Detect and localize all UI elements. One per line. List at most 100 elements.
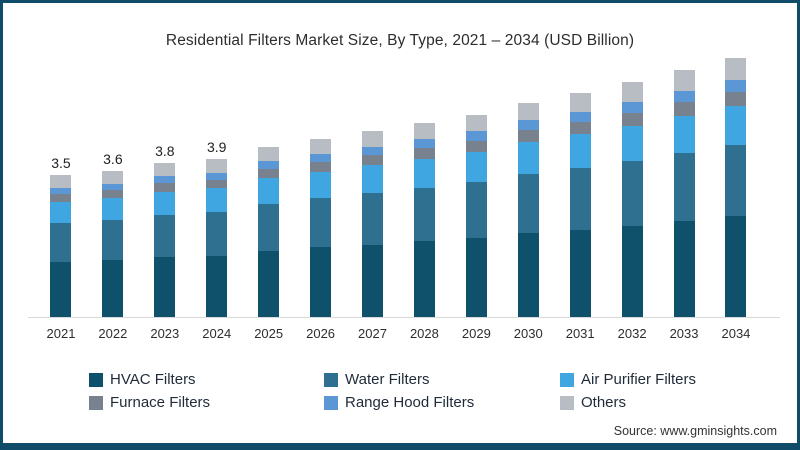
- bar-column-2023: 3.8: [139, 50, 191, 317]
- bar-segment-water-filters: [621, 160, 643, 226]
- bar-segment-water-filters: [413, 187, 435, 242]
- bar-value-label-2022: 3.6: [103, 151, 123, 168]
- legend-swatch-range-hood-filters: [324, 395, 338, 410]
- bar-segment-range-hood-filters: [621, 102, 643, 113]
- legend-item-air-purifier-filters: Air Purifier Filters: [560, 371, 696, 388]
- bar-segment-others: [258, 147, 280, 162]
- bar-segment-furnace-filters: [517, 130, 539, 142]
- bar-segment-furnace-filters: [569, 121, 591, 135]
- x-axis-label-2021: 2021: [46, 326, 76, 341]
- bar-segment-range-hood-filters: [413, 139, 435, 149]
- x-axis-label-2029: 2029: [461, 326, 491, 341]
- bar-column-2029: [450, 50, 502, 317]
- bar-segment-range-hood-filters: [361, 146, 383, 156]
- x-axis-label-2025: 2025: [254, 326, 284, 341]
- bar-2021: [50, 175, 72, 317]
- bar-segment-furnace-filters: [621, 112, 643, 126]
- legend-label: HVAC Filters: [110, 371, 196, 388]
- bar-column-2032: [606, 50, 658, 317]
- bar-segment-range-hood-filters: [102, 183, 124, 191]
- x-axis-label-2030: 2030: [513, 326, 543, 341]
- bar-segment-air-purifier-filters: [725, 105, 747, 145]
- legend-swatch-others: [560, 395, 574, 410]
- bar-segment-others: [465, 114, 487, 132]
- bar-column-2028: [398, 50, 450, 317]
- bar-segment-range-hood-filters: [517, 120, 539, 131]
- bar-column-2026: [295, 50, 347, 317]
- x-axis-label-2032: 2032: [617, 326, 647, 341]
- bar-2028: [413, 122, 435, 317]
- bar-segment-furnace-filters: [310, 162, 332, 172]
- bar-value-label-2021: 3.5: [51, 155, 71, 172]
- bar-2026: [310, 139, 332, 317]
- bar-segment-air-purifier-filters: [673, 115, 695, 153]
- bar-segment-air-purifier-filters: [517, 141, 539, 175]
- bar-segment-others: [154, 163, 176, 177]
- bar-2032: [621, 82, 643, 317]
- bar-segment-range-hood-filters: [258, 161, 280, 169]
- bar-2030: [517, 102, 539, 317]
- bar-segment-hvac-filters: [725, 215, 747, 317]
- x-axis-label-2033: 2033: [669, 326, 699, 341]
- x-axis-label-2027: 2027: [358, 326, 387, 341]
- x-axis-label-2026: 2026: [306, 326, 336, 341]
- bar-segment-air-purifier-filters: [102, 198, 124, 221]
- bar-segment-range-hood-filters: [569, 111, 591, 122]
- bar-segment-furnace-filters: [102, 190, 124, 199]
- bar-segment-hvac-filters: [517, 233, 539, 317]
- bar-segment-others: [361, 130, 383, 147]
- bar-segment-range-hood-filters: [465, 131, 487, 141]
- bar-column-2021: 3.5: [35, 50, 87, 317]
- bar-segment-furnace-filters: [725, 91, 747, 106]
- bar-column-2022: 3.6: [87, 50, 139, 317]
- bar-segment-furnace-filters: [465, 140, 487, 152]
- bar-segment-hvac-filters: [154, 257, 176, 317]
- bars-container: 3.5 3.6 3.8 3.9: [35, 50, 762, 317]
- bar-segment-others: [725, 58, 747, 80]
- bar-column-2030: [502, 50, 554, 317]
- bar-column-2027: [347, 50, 399, 317]
- legend-swatch-air-purifier-filters: [560, 372, 574, 387]
- bar-segment-air-purifier-filters: [206, 188, 228, 213]
- x-axis-label-2034: 2034: [721, 326, 751, 341]
- bar-segment-others: [206, 159, 228, 173]
- bar-value-label-2024: 3.9: [206, 139, 227, 156]
- bar-segment-range-hood-filters: [154, 176, 176, 184]
- bar-segment-hvac-filters: [361, 244, 383, 317]
- bar-segment-air-purifier-filters: [465, 151, 487, 183]
- legend-item-others: Others: [560, 394, 696, 411]
- legend-label: Water Filters: [345, 371, 430, 388]
- bar-column-2025: [243, 50, 295, 317]
- legend-item-hvac-filters: HVAC Filters: [89, 371, 324, 388]
- bar-segment-others: [673, 70, 695, 91]
- bar-segment-air-purifier-filters: [361, 165, 383, 194]
- bar-segment-range-hood-filters: [673, 90, 695, 102]
- bar-segment-others: [569, 92, 591, 112]
- bar-2034: [725, 58, 747, 317]
- bar-segment-furnace-filters: [413, 148, 435, 159]
- bar-segment-water-filters: [206, 212, 228, 256]
- bar-segment-water-filters: [361, 193, 383, 245]
- bar-segment-water-filters: [102, 220, 124, 261]
- bar-2025: [258, 147, 280, 317]
- legend-swatch-hvac-filters: [89, 372, 103, 387]
- bar-segment-hvac-filters: [206, 255, 228, 317]
- bar-segment-furnace-filters: [50, 194, 72, 202]
- bar-2033: [673, 70, 695, 317]
- bar-segment-furnace-filters: [258, 168, 280, 179]
- bar-2031: [569, 92, 591, 317]
- bar-segment-furnace-filters: [361, 155, 383, 166]
- bar-segment-air-purifier-filters: [258, 178, 280, 204]
- bar-segment-hvac-filters: [310, 247, 332, 317]
- bar-segment-others: [621, 82, 643, 103]
- bar-2029: [465, 114, 487, 317]
- bar-segment-air-purifier-filters: [310, 171, 332, 199]
- bar-segment-others: [517, 102, 539, 121]
- bar-segment-hvac-filters: [673, 220, 695, 317]
- bar-segment-air-purifier-filters: [154, 191, 176, 215]
- x-axis-line: [28, 317, 780, 318]
- bar-segment-hvac-filters: [50, 261, 72, 317]
- bar-2024: [206, 159, 228, 317]
- bar-segment-hvac-filters: [621, 225, 643, 317]
